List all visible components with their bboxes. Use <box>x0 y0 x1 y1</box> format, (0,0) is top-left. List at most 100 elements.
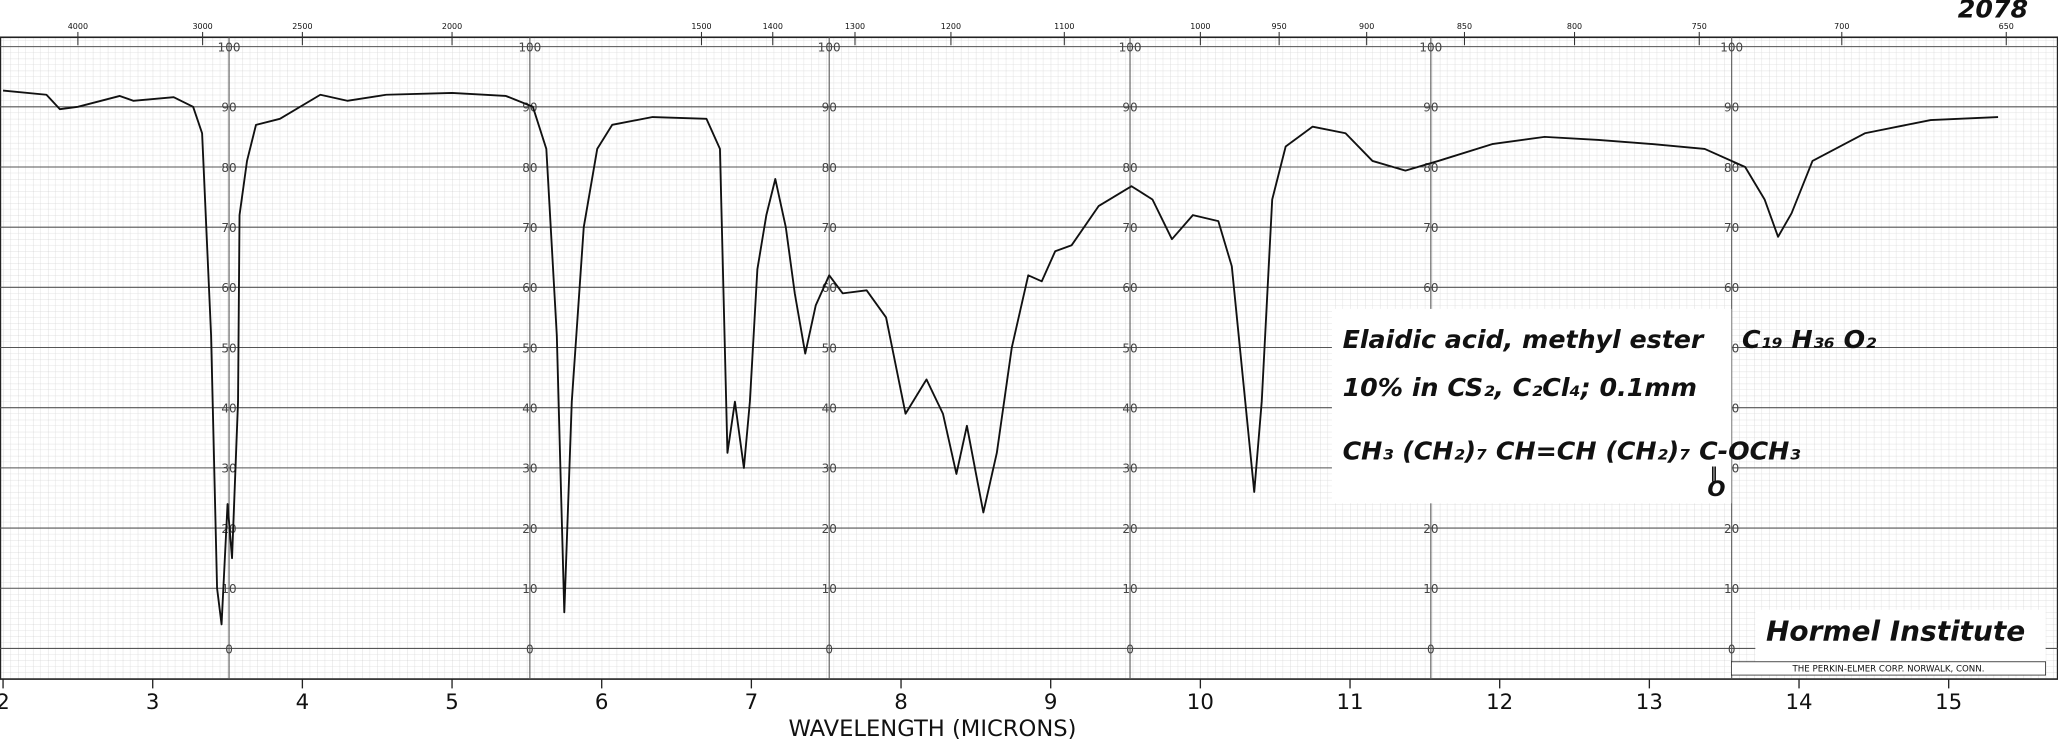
maker: THE PERKIN-ELMER CORP. NORWALK, CONN. <box>1792 665 1985 675</box>
x-tick-label: 13 <box>1636 690 1663 715</box>
y-tick-label: 40 <box>1122 402 1137 416</box>
y-tick-label: 100 <box>1119 40 1142 54</box>
y-tick-label: 60 <box>522 281 537 295</box>
x-tick-label: 7 <box>745 690 759 715</box>
y-tick-label: 30 <box>522 462 537 476</box>
y-tick-label: 70 <box>822 221 837 235</box>
y-tick-label: 30 <box>822 462 837 476</box>
chart-title: 2078 <box>1958 0 2028 24</box>
annotation-box <box>1331 308 1732 504</box>
y-tick-label: 20 <box>522 522 537 536</box>
y-tick-label: 0 <box>526 642 534 656</box>
lab-name: Hormel Institute <box>1766 614 2025 647</box>
y-tick-label: 0 <box>825 642 833 656</box>
y-tick-label: 30 <box>221 462 236 476</box>
x-tick-label: 15 <box>1935 690 1962 715</box>
y-tick-label: 50 <box>1122 341 1137 355</box>
top-tick-label: 3000 <box>192 22 212 31</box>
x-tick-label: 2 <box>0 690 10 715</box>
y-tick-label: 10 <box>1423 582 1438 596</box>
structure: CH₃ (CH₂)₇ CH=CH (CH₂)₇ C-OCH₃ <box>1343 437 1801 466</box>
lab-box <box>1755 609 2046 664</box>
top-tick-label: 2500 <box>292 22 312 31</box>
y-tick-label: 60 <box>221 281 236 295</box>
graph-paper <box>0 37 2058 680</box>
top-tick-label: 1100 <box>1054 22 1074 31</box>
x-tick-label: 3 <box>146 690 160 715</box>
y-tick-label: 80 <box>522 161 537 175</box>
x-axis-label: WAVELENGTH (MICRONS) <box>788 716 1076 739</box>
y-tick-label: 20 <box>1423 522 1438 536</box>
top-tick-label: 2000 <box>442 22 462 31</box>
y-tick-label: 70 <box>221 221 236 235</box>
y-tick-label: 20 <box>822 522 837 536</box>
y-tick-label: 80 <box>1122 161 1137 175</box>
y-tick-label: 10 <box>1724 582 1739 596</box>
y-tick-label: 0 <box>1427 642 1435 656</box>
y-tick-label: 80 <box>221 161 236 175</box>
top-tick-label: 700 <box>1834 22 1849 31</box>
top-tick-label: 4000 <box>68 22 88 31</box>
y-tick-label: 20 <box>1122 522 1137 536</box>
x-tick-label: 14 <box>1785 690 1812 715</box>
y-tick-label: 100 <box>518 40 541 54</box>
structure-bond: ‖ <box>1710 465 1717 482</box>
y-tick-label: 100 <box>1720 40 1743 54</box>
y-tick-label: 70 <box>1724 221 1739 235</box>
top-tick-label: 650 <box>1999 22 2014 31</box>
top-tick-label: 1400 <box>763 22 783 31</box>
top-tick-label: 1200 <box>941 22 961 31</box>
y-tick-label: 70 <box>522 221 537 235</box>
top-tick-label: 1000 <box>1190 22 1210 31</box>
spectrum-line <box>2 89 1999 626</box>
y-tick-label: 0 <box>1728 642 1736 656</box>
top-tick-label: 1500 <box>691 22 711 31</box>
y-tick-label: 100 <box>1419 40 1442 54</box>
y-tick-label: 50 <box>221 341 236 355</box>
y-tick-label: 30 <box>1122 462 1137 476</box>
y-tick-label: 50 <box>522 341 537 355</box>
top-tick-label: 800 <box>1567 22 1582 31</box>
top-tick-label: 1300 <box>845 22 865 31</box>
x-tick-label: 8 <box>894 690 908 715</box>
y-tick-label: 40 <box>221 402 236 416</box>
formula: C₁₉ H₃₆ O₂ <box>1742 325 1876 354</box>
y-tick-label: 60 <box>1724 281 1739 295</box>
y-tick-label: 0 <box>225 642 233 656</box>
x-tick-label: 12 <box>1486 690 1513 715</box>
top-tick-label: 750 <box>1692 22 1707 31</box>
y-tick-label: 90 <box>221 101 236 115</box>
top-tick-label: 950 <box>1272 22 1287 31</box>
y-tick-label: 20 <box>1724 522 1739 536</box>
y-tick-label: 90 <box>1122 101 1137 115</box>
maker-box <box>1730 661 2047 676</box>
y-tick-label: 40 <box>522 402 537 416</box>
x-tick-label: 6 <box>595 690 609 715</box>
top-tick-label: 850 <box>1457 22 1472 31</box>
top-tick-label: 900 <box>1359 22 1374 31</box>
y-tick-label: 90 <box>822 101 837 115</box>
y-tick-label: 10 <box>522 582 537 596</box>
y-tick-label: 10 <box>1122 582 1137 596</box>
y-tick-label: 10 <box>221 582 236 596</box>
conditions: 10% in CS₂, C₂Cl₄; 0.1mm <box>1343 373 1697 402</box>
x-tick-label: 11 <box>1336 690 1363 715</box>
x-tick-label: 9 <box>1044 690 1058 715</box>
y-tick-label: 50 <box>822 341 837 355</box>
y-tick-label: 70 <box>1122 221 1137 235</box>
y-tick-label: 0 <box>1126 642 1134 656</box>
y-tick-label: 100 <box>218 40 241 54</box>
y-tick-label: 60 <box>1122 281 1137 295</box>
compound-name: Elaidic acid, methyl ester <box>1343 325 1705 354</box>
x-tick-label: 4 <box>296 690 310 715</box>
y-tick-label: 80 <box>1724 161 1739 175</box>
y-tick-label: 90 <box>1423 101 1438 115</box>
y-tick-label: 100 <box>818 40 841 54</box>
y-tick-label: 60 <box>1423 281 1438 295</box>
y-tick-label: 10 <box>822 582 837 596</box>
y-tick-label: 40 <box>822 402 837 416</box>
y-tick-label: 80 <box>822 161 837 175</box>
x-tick-label: 10 <box>1187 690 1214 715</box>
